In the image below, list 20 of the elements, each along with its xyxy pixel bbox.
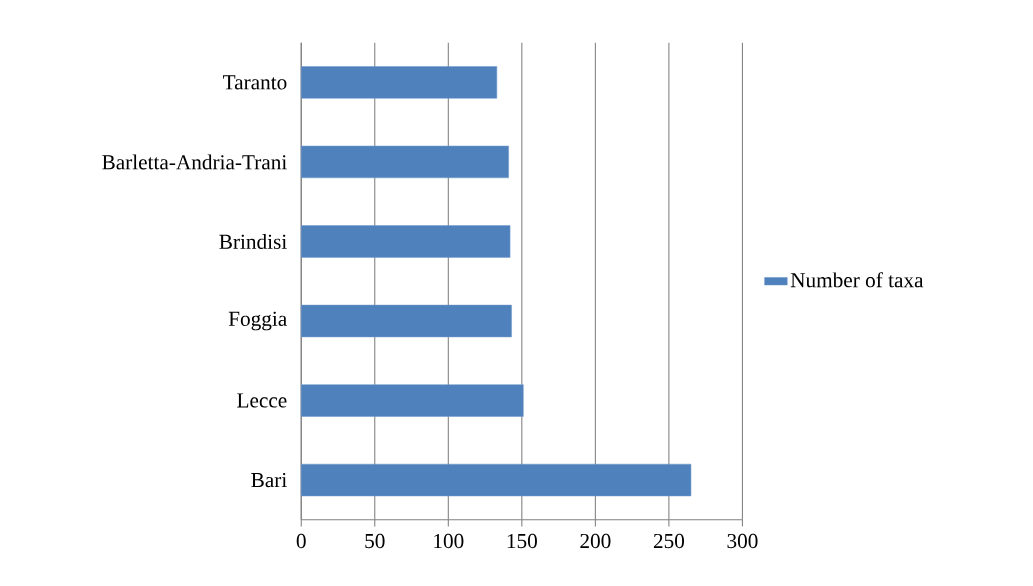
bar xyxy=(300,66,498,99)
x-tick-label: 50 xyxy=(365,533,385,548)
x-tick-label: 250 xyxy=(653,533,685,548)
bar xyxy=(300,304,512,337)
x-tick-label: 200 xyxy=(580,533,611,548)
y-tick-label: Lecce xyxy=(237,393,287,408)
legend-label: Number of taxa xyxy=(790,271,924,288)
x-tick-label: 100 xyxy=(434,533,464,548)
x-tick-label: 150 xyxy=(507,533,537,548)
bar xyxy=(300,384,524,417)
y-tick-label: Bari xyxy=(251,472,287,487)
bar xyxy=(300,463,692,497)
y-tick-label: Brindisi xyxy=(219,233,287,249)
y-tick-label: Foggia xyxy=(228,311,287,331)
bar xyxy=(300,225,511,258)
y-tick-label: Taranto xyxy=(223,75,287,90)
y-tick-label: Barletta-Andria-Trani xyxy=(102,154,287,170)
bar xyxy=(300,145,509,178)
x-tick-label: 0 xyxy=(296,533,306,548)
x-tick-label: 300 xyxy=(727,533,758,548)
